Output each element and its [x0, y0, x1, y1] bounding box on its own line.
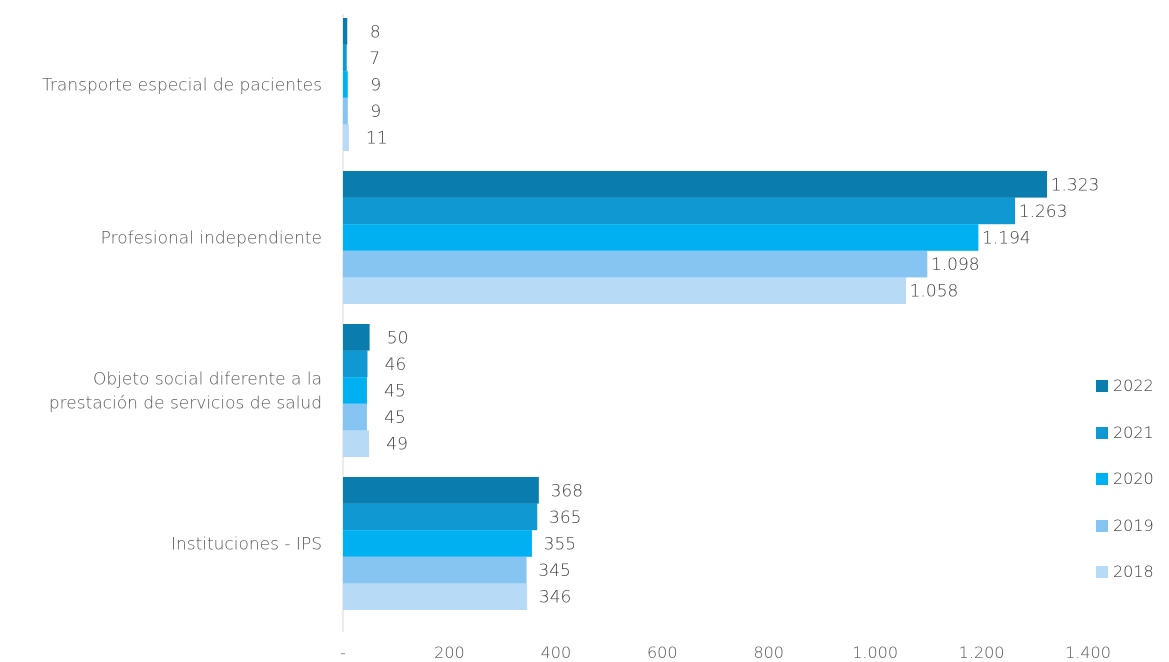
- x-tick-label: 600: [647, 643, 678, 662]
- data-label: 1.323: [1051, 175, 1100, 195]
- bar-2020: [343, 224, 979, 251]
- data-label: 9: [370, 102, 381, 122]
- x-tick-label: 1.200: [959, 643, 1005, 662]
- data-label: 45: [384, 382, 406, 402]
- bar-2021: [343, 503, 538, 531]
- legend-label: 2019: [1113, 516, 1154, 535]
- data-label: 1.194: [982, 229, 1031, 249]
- data-label: 345: [538, 561, 570, 581]
- bar-2018: [343, 583, 528, 610]
- bar-2021: [343, 350, 368, 378]
- data-label: 11: [366, 129, 388, 149]
- data-label: 46: [385, 355, 407, 375]
- legend: 2022 2021 2020 2019 2018: [1096, 376, 1154, 581]
- category-label: Instituciones - IPS: [171, 535, 322, 555]
- bar-2021: [343, 197, 1016, 225]
- category-label: prestación de servicios de salud: [49, 394, 322, 414]
- legend-swatch-2018: [1096, 566, 1108, 578]
- category-labels: Transporte especial de pacientes Profesio…: [42, 76, 322, 555]
- bar-2019: [343, 97, 348, 125]
- data-label: 1.098: [931, 255, 980, 275]
- bar-2020: [343, 377, 367, 404]
- legend-swatch-2022: [1096, 380, 1108, 392]
- x-tick-label: 1.400: [1065, 643, 1111, 662]
- bar-2021: [343, 44, 347, 72]
- legend-swatch-2020: [1096, 473, 1108, 485]
- legend-label: 2020: [1113, 469, 1154, 488]
- legend-label: 2021: [1113, 423, 1154, 442]
- data-label: 365: [549, 508, 581, 528]
- data-label: 8: [370, 22, 381, 42]
- legend-label: 2018: [1113, 562, 1154, 581]
- data-label: 49: [386, 435, 408, 455]
- bar-2018: [343, 430, 370, 457]
- data-label: 355: [544, 535, 576, 555]
- data-label: 9: [370, 76, 381, 96]
- value-axis: - 200 400 600 800 1.000 1.200 1.400: [340, 14, 1111, 662]
- category-label: Transporte especial de pacientes: [42, 76, 322, 96]
- legend-swatch-2019: [1096, 520, 1108, 532]
- bar-2018: [343, 124, 349, 151]
- bar-2019: [343, 556, 527, 584]
- bar-2022: [343, 171, 1048, 198]
- data-label: 45: [384, 408, 406, 428]
- category-label: Profesional independiente: [101, 229, 322, 249]
- data-label: 1.058: [910, 282, 959, 302]
- x-tick-label: 800: [753, 643, 784, 662]
- bar-2020: [343, 71, 348, 98]
- bar-2022: [343, 324, 370, 351]
- bar-2018: [343, 277, 907, 304]
- x-tick-label: -: [340, 643, 346, 662]
- data-label: 1.263: [1019, 202, 1068, 222]
- x-tick-label: 400: [541, 643, 572, 662]
- bar-2019: [343, 250, 928, 278]
- bar-2022: [343, 18, 348, 45]
- data-label: 7: [369, 49, 380, 69]
- legend-label: 2022: [1113, 376, 1154, 395]
- category-label: Objeto social diferente a la: [93, 370, 322, 390]
- bars: [343, 18, 1048, 610]
- bar-2022: [343, 477, 539, 504]
- data-label: 368: [551, 481, 583, 501]
- legend-swatch-2021: [1096, 427, 1108, 439]
- bar-2019: [343, 403, 367, 431]
- bar-2020: [343, 530, 532, 557]
- data-label: 346: [539, 588, 571, 608]
- data-label: 50: [387, 328, 409, 348]
- x-tick-label: 200: [434, 643, 465, 662]
- x-tick-label: 1.000: [852, 643, 898, 662]
